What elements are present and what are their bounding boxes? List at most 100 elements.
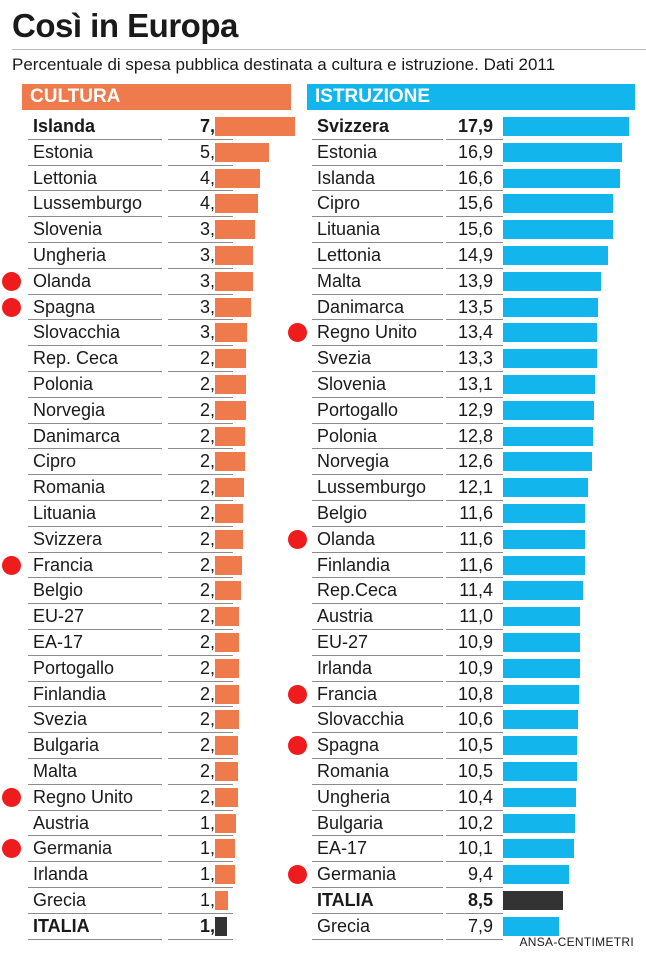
highlight-dot-marker xyxy=(288,529,307,549)
cultura-country-label: Norvegia xyxy=(28,398,162,424)
chart-title: Così in Europa xyxy=(12,7,238,44)
highlight-dot-marker xyxy=(2,271,21,291)
cultura-bar xyxy=(215,168,261,188)
cultura-country-label: Finlandia xyxy=(28,682,162,708)
istruzione-value-label: 12,8 xyxy=(446,424,503,450)
istruzione-country-label: Germania xyxy=(312,862,443,888)
istruzione-country-label: Regno Unito xyxy=(312,320,443,347)
cultura-country-label: Olanda xyxy=(28,269,162,295)
istruzione-country-label: Lettonia xyxy=(312,243,443,269)
cultura-country-label: Romania xyxy=(28,475,162,501)
istruzione-bar xyxy=(503,710,578,730)
istruzione-bar xyxy=(503,839,575,859)
istruzione-value-label: 10,8 xyxy=(446,682,503,708)
istruzione-country-label: EA-17 xyxy=(312,836,443,863)
cultura-bar xyxy=(215,581,241,601)
cultura-country-label: Islanda xyxy=(28,114,162,140)
cultura-country-label: Svizzera xyxy=(28,527,162,553)
istruzione-value-label: 10,9 xyxy=(446,630,503,656)
istruzione-value-label: 12,9 xyxy=(446,398,503,424)
cultura-bar xyxy=(215,478,245,498)
istruzione-bar xyxy=(503,736,577,756)
cultura-country-label: Estonia xyxy=(28,140,162,166)
istruzione-value-label: 11,0 xyxy=(446,604,503,630)
istruzione-bar xyxy=(503,658,580,678)
cultura-bar xyxy=(215,632,239,652)
istruzione-header: ISTRUZIONE xyxy=(307,84,635,110)
istruzione-country-label: Belgio xyxy=(312,501,443,527)
cultura-country-label: Danimarca xyxy=(28,424,162,450)
istruzione-country-label: Norvegia xyxy=(312,449,443,476)
cultura-country-label: EA-17 xyxy=(28,630,162,656)
cultura-country-label: Irlanda xyxy=(28,862,162,888)
istruzione-value-label: 7,9 xyxy=(446,914,503,940)
cultura-bar xyxy=(215,761,238,781)
istruzione-country-label: Grecia xyxy=(312,914,443,940)
istruzione-bar xyxy=(503,787,577,807)
istruzione-country-label: Romania xyxy=(312,759,443,785)
istruzione-bar xyxy=(503,761,577,781)
istruzione-country-label: Ungheria xyxy=(312,785,443,811)
istruzione-bar xyxy=(503,168,620,188)
cultura-country-label: Polonia xyxy=(28,372,162,398)
cultura-bar xyxy=(215,503,244,523)
istruzione-value-label: 9,4 xyxy=(446,862,503,888)
cultura-bar xyxy=(215,736,238,756)
cultura-country-label: Regno Unito xyxy=(28,785,162,811)
istruzione-country-label: Estonia xyxy=(312,140,443,166)
istruzione-bar xyxy=(503,245,608,265)
cultura-bar xyxy=(215,194,259,214)
istruzione-value-label: 16,9 xyxy=(446,140,503,166)
istruzione-bar xyxy=(503,813,575,833)
istruzione-country-label: Malta xyxy=(312,269,443,295)
highlight-dot-marker xyxy=(2,839,21,859)
istruzione-bar xyxy=(503,581,584,601)
cultura-bar xyxy=(215,271,253,291)
cultura-bar xyxy=(215,297,251,317)
highlight-dot-marker xyxy=(288,323,307,343)
istruzione-value-label: 16,6 xyxy=(446,166,503,192)
cultura-bar xyxy=(215,220,255,240)
cultura-bar xyxy=(215,323,248,343)
istruzione-bar xyxy=(503,503,585,523)
istruzione-bar xyxy=(503,117,629,136)
cultura-country-label: Lettonia xyxy=(28,166,162,192)
istruzione-value-label: 13,1 xyxy=(446,372,503,398)
istruzione-bar xyxy=(503,632,580,652)
cultura-bar xyxy=(215,865,235,885)
cultura-country-label: Lussemburgo xyxy=(28,191,162,218)
istruzione-value-label: 13,5 xyxy=(446,295,503,321)
source-credit: ANSA-CENTIMETRI xyxy=(519,935,634,949)
istruzione-country-label: Polonia xyxy=(312,424,443,450)
cultura-bar xyxy=(215,529,244,549)
cultura-bar xyxy=(215,890,228,910)
istruzione-value-label: 11,6 xyxy=(446,527,503,553)
istruzione-value-label: 14,9 xyxy=(446,243,503,269)
istruzione-country-label: Portogallo xyxy=(312,398,443,424)
cultura-country-label: Austria xyxy=(28,811,162,837)
istruzione-country-label: Bulgaria xyxy=(312,811,443,837)
title-divider xyxy=(12,49,646,50)
istruzione-bar xyxy=(503,271,601,291)
cultura-bar xyxy=(215,400,247,420)
istruzione-value-label: 17,9 xyxy=(446,114,503,140)
istruzione-value-label: 10,9 xyxy=(446,656,503,682)
cultura-country-label: Belgio xyxy=(28,578,162,605)
cultura-bar xyxy=(215,684,239,704)
cultura-country-label: EU-27 xyxy=(28,604,162,630)
istruzione-country-label: Olanda xyxy=(312,527,443,553)
istruzione-bar xyxy=(503,890,563,910)
istruzione-bar xyxy=(503,426,594,446)
istruzione-value-label: 10,5 xyxy=(446,759,503,785)
cultura-country-label: Portogallo xyxy=(28,656,162,682)
istruzione-country-label: Francia xyxy=(312,682,443,708)
istruzione-value-label: 13,9 xyxy=(446,269,503,295)
istruzione-value-label: 12,6 xyxy=(446,449,503,476)
cultura-country-label: Spagna xyxy=(28,295,162,321)
istruzione-value-label: 10,5 xyxy=(446,733,503,759)
istruzione-bar xyxy=(503,452,592,472)
istruzione-bar xyxy=(503,220,613,240)
cultura-bar xyxy=(215,710,239,730)
cultura-header: CULTURA xyxy=(22,84,291,110)
istruzione-bar xyxy=(503,555,585,575)
